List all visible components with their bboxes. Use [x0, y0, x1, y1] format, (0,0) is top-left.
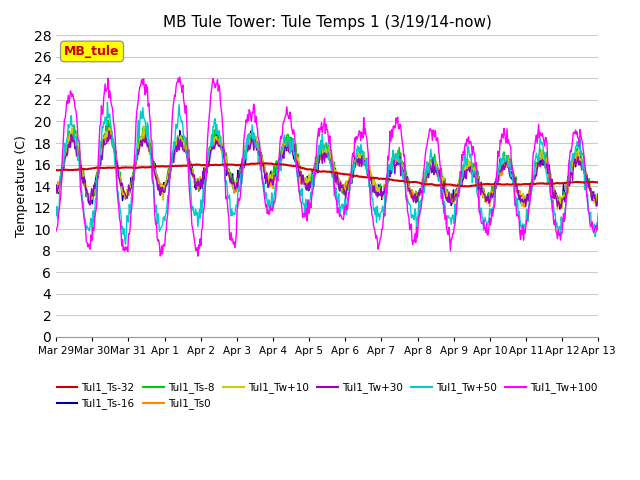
- Legend: Tul1_Ts-32, Tul1_Ts-16, Tul1_Ts-8, Tul1_Ts0, Tul1_Tw+10, Tul1_Tw+30, Tul1_Tw+50,: Tul1_Ts-32, Tul1_Ts-16, Tul1_Ts-8, Tul1_…: [52, 378, 602, 414]
- Text: MB_tule: MB_tule: [64, 45, 120, 58]
- Title: MB Tule Tower: Tule Temps 1 (3/19/14-now): MB Tule Tower: Tule Temps 1 (3/19/14-now…: [163, 15, 492, 30]
- Y-axis label: Temperature (C): Temperature (C): [15, 135, 28, 237]
